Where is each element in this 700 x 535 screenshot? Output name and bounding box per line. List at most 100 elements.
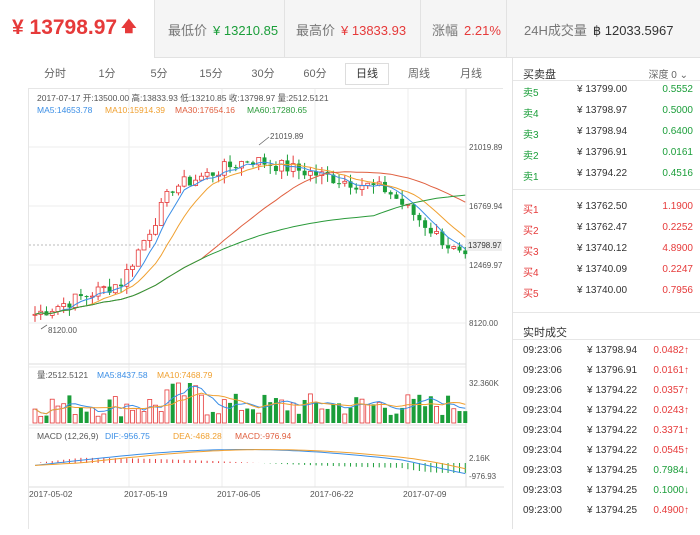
bid-price: ¥ 13740.12 [577, 243, 628, 254]
tab-30min[interactable]: 30分 [251, 68, 275, 80]
volume-bar [428, 396, 433, 423]
trade-amount: 0.0482↑ [653, 345, 689, 356]
trade-amount: 0.1000↓ [653, 485, 689, 496]
ask-amount: 0.6400 [662, 126, 693, 137]
candle-body [285, 160, 290, 172]
tab-60min[interactable]: 60分 [303, 68, 327, 80]
volume-bar [158, 411, 164, 424]
ask-label: 卖2 [523, 151, 539, 162]
candle-body [164, 191, 170, 203]
candle-body [290, 163, 296, 172]
trade-price: ¥ 13794.25 [587, 505, 638, 516]
candle-body [279, 160, 285, 172]
ma5-line [34, 161, 466, 315]
volume-bar [302, 399, 307, 423]
trade-price: ¥ 13796.91 [587, 365, 638, 376]
bid-label: 买1 [523, 205, 539, 216]
tab-weekly[interactable]: 周线 [408, 68, 430, 80]
volume-24h-stat: 24H成交量 ฿ 12033.5967 [524, 20, 673, 39]
volume-bar [382, 407, 387, 423]
macd-dea: DEA:-468.28 [173, 431, 222, 441]
volume-bar [273, 398, 278, 423]
tab-timeshare[interactable]: 分时 [44, 68, 66, 80]
tab-1min[interactable]: 1分 [98, 68, 116, 80]
kline-info-line: 2017-07-17 开:13500.00 高:13833.93 低:13210… [37, 93, 329, 103]
volume-bar [239, 409, 244, 424]
ask-row[interactable]: 卖2 ¥ 13796.91 0.0161 [523, 147, 693, 165]
macd-bottom-tick: -976.93 [469, 472, 497, 481]
last-price: ¥ 13798.97 🡅 [12, 16, 137, 41]
tab-15min[interactable]: 15分 [199, 68, 223, 80]
volume-bar [210, 411, 215, 423]
price-tick-2: 16769.94 [469, 202, 503, 211]
orderbook-title: 买卖盘 [523, 69, 556, 81]
ask-label: 卖4 [523, 109, 539, 120]
macd-top-tick: 2.16K [469, 454, 491, 463]
ask-price: ¥ 13798.94 [577, 126, 628, 137]
volume-bar [290, 402, 296, 424]
current-price-label: 13798.97 [468, 241, 502, 250]
volume-bar [198, 394, 204, 424]
trade-row: 09:23:04 ¥ 13794.22 0.0243↑ [523, 405, 699, 423]
volume-bar [268, 402, 273, 423]
candle-body [107, 286, 112, 293]
volume-bar [411, 398, 416, 423]
volume-bar [319, 408, 325, 424]
bid-label: 买4 [523, 268, 539, 279]
ask-amount: 0.5000 [662, 105, 693, 116]
volume-bar [135, 408, 141, 424]
macd-value: MACD:-976.94 [235, 431, 291, 441]
volume-bar [446, 395, 451, 423]
bid-row[interactable]: 买1 ¥ 13762.50 1.1900 [523, 201, 693, 219]
ask-row[interactable]: 卖5 ¥ 13799.00 0.5552 [523, 84, 693, 102]
date-label-4: 2017-06-22 [310, 489, 354, 499]
ask-row[interactable]: 卖4 ¥ 13798.97 0.5000 [523, 105, 693, 123]
trade-price: ¥ 13794.22 [587, 445, 638, 456]
volume-bar [331, 403, 336, 423]
candle-body [359, 185, 365, 190]
volume-bar [72, 414, 78, 424]
depth-dropdown[interactable]: 深度 0 ⌄ [648, 70, 689, 81]
volume-bar [285, 410, 290, 423]
bid-row[interactable]: 买2 ¥ 13762.47 0.2252 [523, 222, 693, 240]
kline-chart-svg[interactable]: 2017-07-17 开:13500.00 高:13833.93 低:13210… [29, 89, 504, 530]
candle-body [354, 187, 359, 190]
volume-bar [251, 409, 255, 423]
trade-row: 09:23:00 ¥ 13794.25 0.4900↑ [523, 505, 699, 523]
high-price-value: ¥ 13833.93 [341, 23, 407, 38]
candle-body [119, 284, 124, 287]
trade-row: 09:23:03 ¥ 13794.25 0.1000↓ [523, 485, 699, 503]
volume-ma10: MA10:7468.79 [157, 370, 213, 380]
bid-row[interactable]: 买5 ¥ 13740.00 0.7956 [523, 285, 693, 303]
kline-chart[interactable]: 2017-07-17 开:13500.00 高:13833.93 低:13210… [28, 88, 504, 530]
price-tick-3: 12469.97 [469, 261, 503, 270]
tab-5min[interactable]: 5分 [150, 68, 168, 80]
candle-body [176, 185, 181, 194]
bid-row[interactable]: 买3 ¥ 13740.12 4.8900 [523, 243, 693, 261]
ask-row[interactable]: 卖1 ¥ 13794.22 0.4516 [523, 168, 693, 186]
bid-row[interactable]: 买4 ¥ 13740.09 0.2247 [523, 264, 693, 282]
high-price-label: 最高价 [296, 23, 336, 38]
candle-body [204, 171, 210, 177]
volume-bar [423, 406, 428, 423]
bid-amount: 0.2252 [662, 222, 693, 233]
candle-body [400, 198, 405, 205]
tab-daily[interactable]: 日线 [345, 63, 389, 85]
volume-bar [193, 385, 199, 424]
ask-row[interactable]: 卖3 ¥ 13798.94 0.6400 [523, 126, 693, 144]
ma60-line [34, 194, 466, 315]
trade-price: ¥ 13794.25 [587, 465, 638, 476]
candle-body [147, 233, 153, 241]
volume-bar [463, 411, 468, 423]
candle-body [135, 249, 141, 267]
candle-body [388, 192, 393, 195]
volume-bar [107, 399, 112, 423]
volume-bar [130, 409, 135, 424]
tab-monthly[interactable]: 月线 [460, 68, 482, 80]
max-price-marker: 21019.89 [270, 132, 304, 141]
current-price-tag [466, 239, 502, 251]
volume-bar [451, 408, 457, 424]
ma60-label: MA60:17280.65 [247, 105, 307, 115]
trade-amount: 0.4900↑ [653, 505, 689, 516]
candle-body [451, 246, 457, 249]
